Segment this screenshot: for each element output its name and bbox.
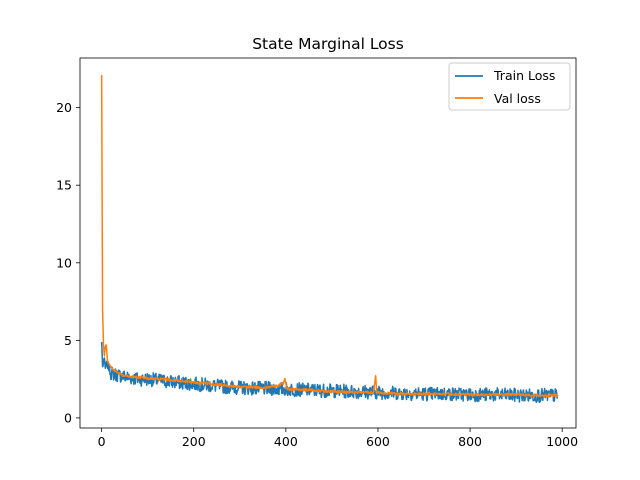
x-axis: 0 200 400 600 800 1000 — [98, 428, 578, 449]
x-tick-label: 400 — [274, 434, 298, 449]
x-tick-label: 1000 — [546, 434, 578, 449]
plot-frame — [79, 57, 577, 429]
series-line-train-loss — [100, 341, 559, 403]
x-tick-label: 200 — [182, 434, 206, 449]
x-tick-label: 600 — [366, 434, 390, 449]
y-tick-label: 20 — [56, 100, 72, 115]
legend-label-train-loss: Train Loss — [493, 68, 555, 83]
y-tick-label: 5 — [64, 333, 72, 348]
y-tick-label: 0 — [64, 410, 72, 425]
x-tick-label: 0 — [98, 434, 106, 449]
plot-area — [100, 75, 559, 403]
series-line-val-loss — [100, 75, 559, 398]
x-tick-label: 800 — [458, 434, 482, 449]
legend: Train Loss Val loss — [448, 62, 571, 111]
y-axis: 0 5 10 15 20 — [56, 100, 80, 425]
chart-title: State Marginal Loss — [252, 35, 404, 53]
legend-label-val-loss: Val loss — [494, 91, 541, 106]
y-tick-label: 15 — [56, 178, 72, 193]
y-tick-label: 10 — [56, 255, 72, 270]
